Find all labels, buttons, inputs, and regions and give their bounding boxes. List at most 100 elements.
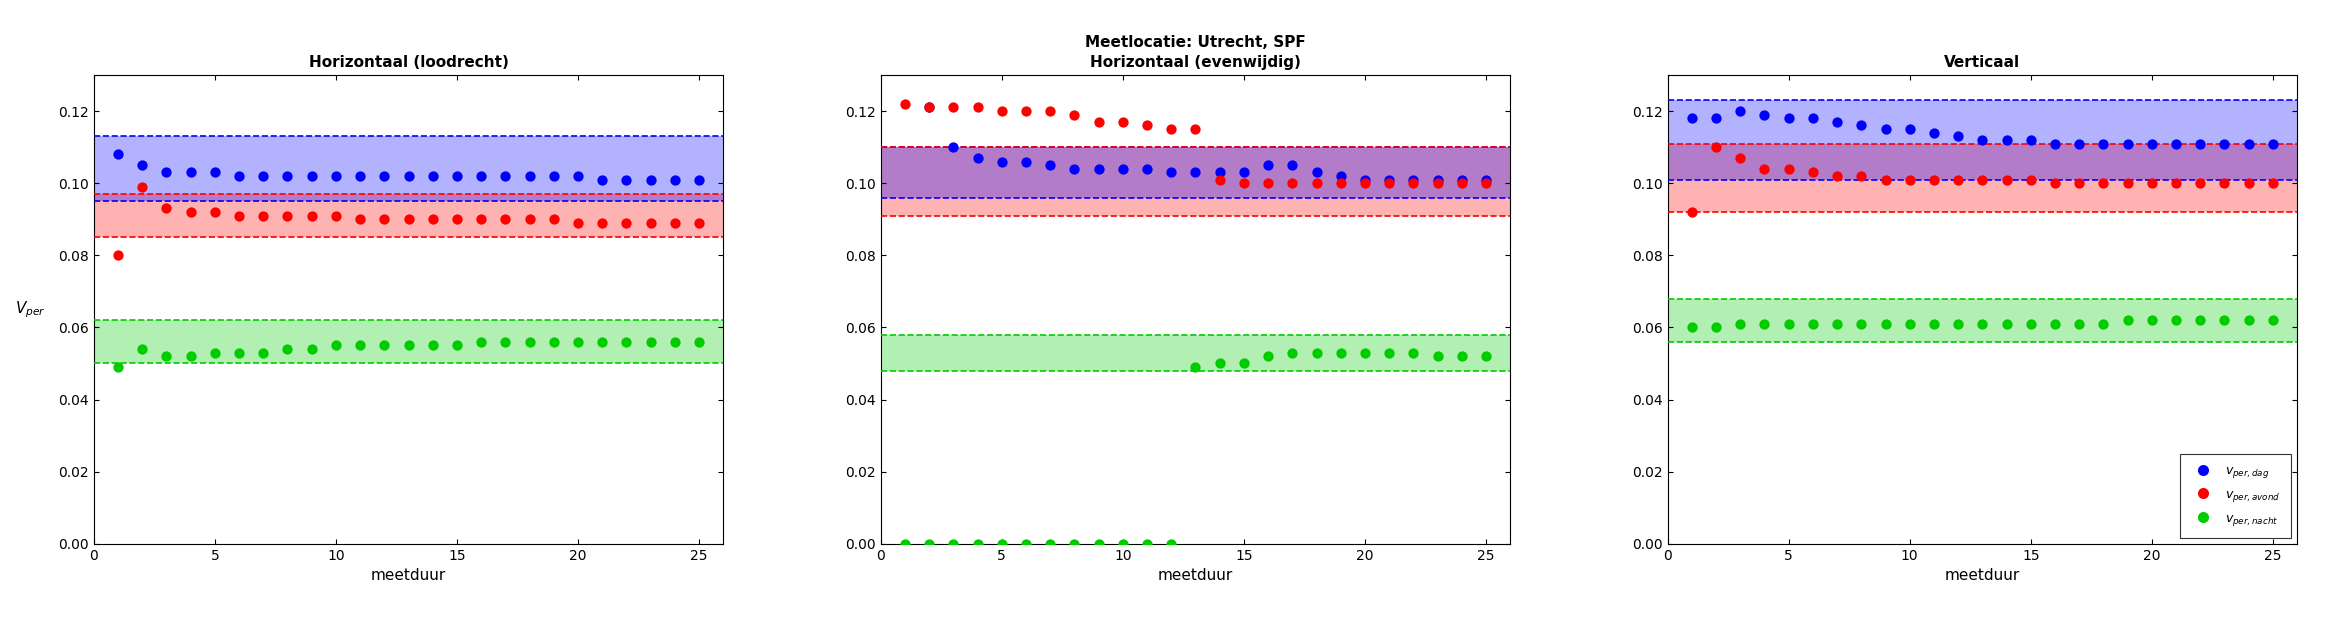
Point: [607, 337, 645, 347]
Point: [935, 102, 973, 112]
Point: [220, 171, 258, 181]
Point: [1793, 168, 1831, 177]
Point: [2037, 319, 2074, 329]
Point: [2060, 319, 2098, 329]
Point: [389, 171, 427, 181]
Point: [2156, 178, 2194, 188]
Point: [244, 348, 281, 358]
Point: [293, 171, 331, 181]
Point: [462, 337, 499, 347]
Point: [2206, 178, 2243, 188]
Point: [1842, 319, 1880, 329]
Point: [1104, 539, 1142, 549]
Point: [2037, 178, 2074, 188]
Point: [2255, 139, 2292, 149]
Point: [2084, 178, 2121, 188]
Point: [148, 351, 185, 361]
Point: [1842, 121, 1880, 131]
Point: [488, 337, 525, 347]
Point: [2133, 315, 2171, 325]
Point: [316, 211, 354, 221]
Point: [959, 539, 996, 549]
Point: [1988, 319, 2025, 329]
Point: [293, 344, 331, 354]
Point: [1467, 178, 1505, 188]
Point: [909, 102, 947, 112]
Point: [293, 211, 331, 221]
Point: [389, 214, 427, 224]
Point: [98, 250, 136, 260]
Point: [366, 171, 403, 181]
Point: [2182, 139, 2220, 149]
Point: [886, 539, 924, 549]
Point: [1055, 164, 1092, 174]
Point: [2255, 178, 2292, 188]
Point: [244, 211, 281, 221]
Point: [1200, 359, 1238, 369]
Point: [1819, 319, 1856, 329]
Point: [1697, 322, 1735, 332]
Point: [1915, 174, 1953, 184]
Point: [1720, 153, 1758, 163]
Point: [1842, 171, 1880, 181]
Point: [220, 211, 258, 221]
Point: [1273, 178, 1310, 188]
Point: [2133, 139, 2171, 149]
Point: [1345, 174, 1383, 184]
Point: [342, 171, 380, 181]
Point: [438, 171, 476, 181]
Point: [270, 344, 307, 354]
Point: [959, 102, 996, 112]
Point: [1866, 319, 1903, 329]
Point: [462, 171, 499, 181]
Point: [1249, 160, 1287, 170]
Point: [1031, 160, 1069, 170]
Point: [342, 341, 380, 351]
Point: [1915, 127, 1953, 138]
Point: [1418, 178, 1456, 188]
Point: [1892, 124, 1929, 134]
Point: [1793, 113, 1831, 123]
Point: [584, 174, 621, 184]
Point: [982, 156, 1020, 166]
Point: [197, 168, 234, 177]
Point: [1866, 124, 1903, 134]
Point: [1819, 171, 1856, 181]
Point: [1273, 160, 1310, 170]
Point: [1299, 168, 1336, 177]
Point: [1127, 539, 1165, 549]
Point: [98, 362, 136, 372]
Point: [415, 171, 452, 181]
X-axis label: meetduur: meetduur: [370, 568, 445, 583]
Point: [2060, 139, 2098, 149]
Point: [982, 539, 1020, 549]
Legend: $v_{per,dag}$, $v_{per,avond}$, $v_{per,nacht}$: $v_{per,dag}$, $v_{per,avond}$, $v_{per,…: [2180, 454, 2290, 538]
Point: [1371, 174, 1409, 184]
Point: [1104, 164, 1142, 174]
Point: [1395, 174, 1432, 184]
Point: [1674, 207, 1711, 217]
Point: [1697, 113, 1735, 123]
Point: [197, 207, 234, 217]
Point: [1770, 319, 1807, 329]
Point: [389, 341, 427, 351]
Point: [633, 218, 670, 228]
X-axis label: meetduur: meetduur: [1158, 568, 1233, 583]
Y-axis label: $V_{per}$: $V_{per}$: [14, 299, 47, 319]
Point: [1395, 178, 1432, 188]
Point: [2156, 139, 2194, 149]
Point: [680, 218, 717, 228]
Point: [1892, 319, 1929, 329]
Point: [1031, 539, 1069, 549]
Point: [1938, 131, 1976, 141]
Point: [2084, 319, 2121, 329]
Point: [534, 171, 572, 181]
Point: [1964, 174, 2002, 184]
Point: [2011, 135, 2049, 145]
Point: [366, 214, 403, 224]
Point: [534, 337, 572, 347]
Point: [2229, 178, 2267, 188]
Point: [124, 160, 162, 170]
Point: [1819, 117, 1856, 127]
Point: [415, 214, 452, 224]
